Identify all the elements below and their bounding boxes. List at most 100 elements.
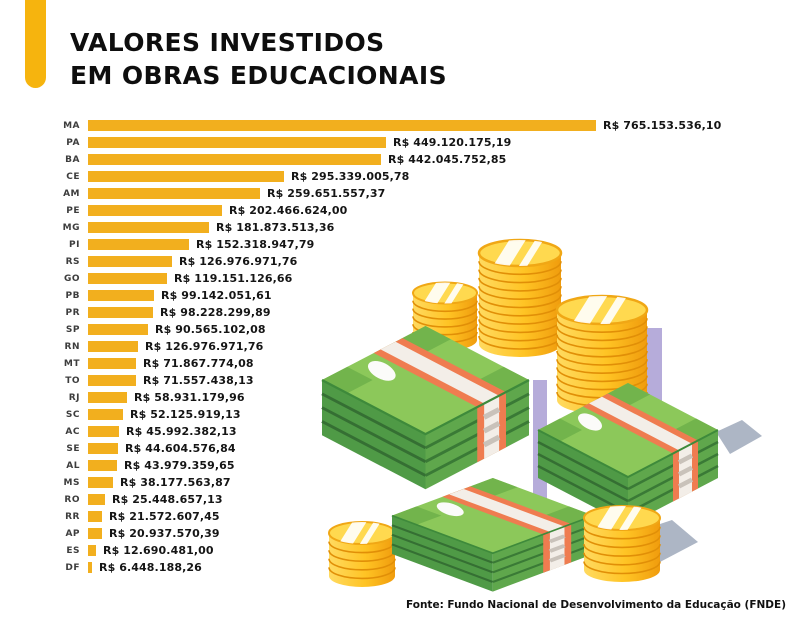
coin-stack-front-right [583,505,661,582]
bar-row: SP R$ 90.565.102,08 [0,321,800,338]
source-note: Fonte: Fundo Nacional de Desenvolvimento… [406,599,786,611]
value-bar [88,256,172,267]
value-label: R$ 259.651.557,37 [267,187,386,200]
bar-row: CE R$ 295.339.005,78 [0,168,800,185]
value-label: R$ 52.125.919,13 [130,408,241,421]
state-label: PI [69,239,80,250]
state-label: MS [63,477,80,488]
state-label: MA [63,120,80,131]
value-label: R$ 58.931.179,96 [134,391,245,404]
value-label: R$ 43.979.359,65 [124,459,235,472]
value-bar [88,358,136,369]
state-label: RJ [68,392,80,403]
bar-row: TO R$ 71.557.438,13 [0,372,800,389]
bar-row: PR R$ 98.228.299,89 [0,304,800,321]
bar-row: RO R$ 25.448.657,13 [0,491,800,508]
page-title: VALORES INVESTIDOS EM OBRAS EDUCACIONAIS [70,26,447,92]
state-label: AC [65,426,80,437]
value-label: R$ 202.466.624,00 [229,204,348,217]
value-bar [88,528,102,539]
value-label: R$ 38.177.563,87 [120,476,231,489]
bar-row: MA R$ 765.153.536,10 [0,117,800,134]
state-label: PB [65,290,80,301]
value-label: R$ 12.690.481,00 [103,544,214,557]
value-bar [88,545,96,556]
bar-row: BA R$ 442.045.752,85 [0,151,800,168]
state-label: TO [65,375,80,386]
bar-row: AM R$ 259.651.557,37 [0,185,800,202]
value-label: R$ 119.151.126,66 [174,272,293,285]
value-bar [88,426,119,437]
value-label: R$ 45.992.382,13 [126,425,237,438]
bar-row: RN R$ 126.976.971,76 [0,338,800,355]
value-label: R$ 765.153.536,10 [603,119,722,132]
state-label: PE [66,205,80,216]
state-label: RN [64,341,80,352]
coin-stack-back-left [412,281,478,351]
state-label: ES [66,545,80,556]
value-bar [88,511,102,522]
value-bar [88,324,148,335]
page-title-line2: EM OBRAS EDUCACIONAIS [70,61,447,90]
value-bar [88,222,209,233]
bar-row: RS R$ 126.976.971,76 [0,253,800,270]
value-label: R$ 99.142.051,61 [161,289,272,302]
bar-row: ES R$ 12.690.481,00 [0,542,800,559]
bar-row: AL R$ 43.979.359,65 [0,457,800,474]
title-accent-bar [25,0,46,88]
value-bar [88,460,117,471]
value-label: R$ 25.448.657,13 [112,493,223,506]
state-label: AP [65,528,80,539]
value-bar [88,290,154,301]
value-bar [88,562,92,573]
state-label: DF [65,562,80,573]
state-label: RR [65,511,80,522]
value-bar [88,392,127,403]
state-label: SE [66,443,80,454]
value-bar [88,273,167,284]
value-bar [88,477,113,488]
value-bar [88,137,386,148]
value-label: R$ 295.339.005,78 [291,170,410,183]
bar-row: GO R$ 119.151.126,66 [0,270,800,287]
bar-row: SC R$ 52.125.919,13 [0,406,800,423]
value-bar [88,307,153,318]
value-bar [88,443,118,454]
money-bundle-bottom [392,478,594,592]
state-label: BA [65,154,80,165]
value-label: R$ 6.448.188,26 [99,561,202,574]
bar-row: PE R$ 202.466.624,00 [0,202,800,219]
state-label: RO [64,494,80,505]
page-title-line1: VALORES INVESTIDOS [70,28,385,57]
coin-stack-front-left [328,521,396,587]
value-bar [88,341,138,352]
value-bar [88,188,260,199]
state-label: MG [62,222,80,233]
value-label: R$ 71.867.774,08 [143,357,254,370]
bar-row: PA R$ 449.120.175,19 [0,134,800,151]
value-label: R$ 126.976.971,76 [179,255,298,268]
state-label: MT [63,358,80,369]
value-bar [88,120,596,131]
state-label: GO [63,273,80,284]
bar-chart: MA R$ 765.153.536,10 PA R$ 449.120.175,19 BA… [0,117,800,576]
value-label: R$ 20.937.570,39 [109,527,220,540]
bar-row: AC R$ 45.992.382,13 [0,423,800,440]
state-label: PA [66,137,80,148]
value-label: R$ 90.565.102,08 [155,323,266,336]
bar-row: MS R$ 38.177.563,87 [0,474,800,491]
value-bar [88,205,222,216]
state-label: PR [65,307,80,318]
value-bar [88,375,136,386]
state-label: AM [63,188,80,199]
bar-row: RR R$ 21.572.607,45 [0,508,800,525]
bar-row: RJ R$ 58.931.179,96 [0,389,800,406]
value-label: R$ 449.120.175,19 [393,136,512,149]
coin-stack-tall [477,238,563,357]
value-label: R$ 442.045.752,85 [388,153,507,166]
value-label: R$ 44.604.576,84 [125,442,236,455]
value-label: R$ 71.557.438,13 [143,374,254,387]
bar-row: DF R$ 6.448.188,26 [0,559,800,576]
value-bar [88,409,123,420]
